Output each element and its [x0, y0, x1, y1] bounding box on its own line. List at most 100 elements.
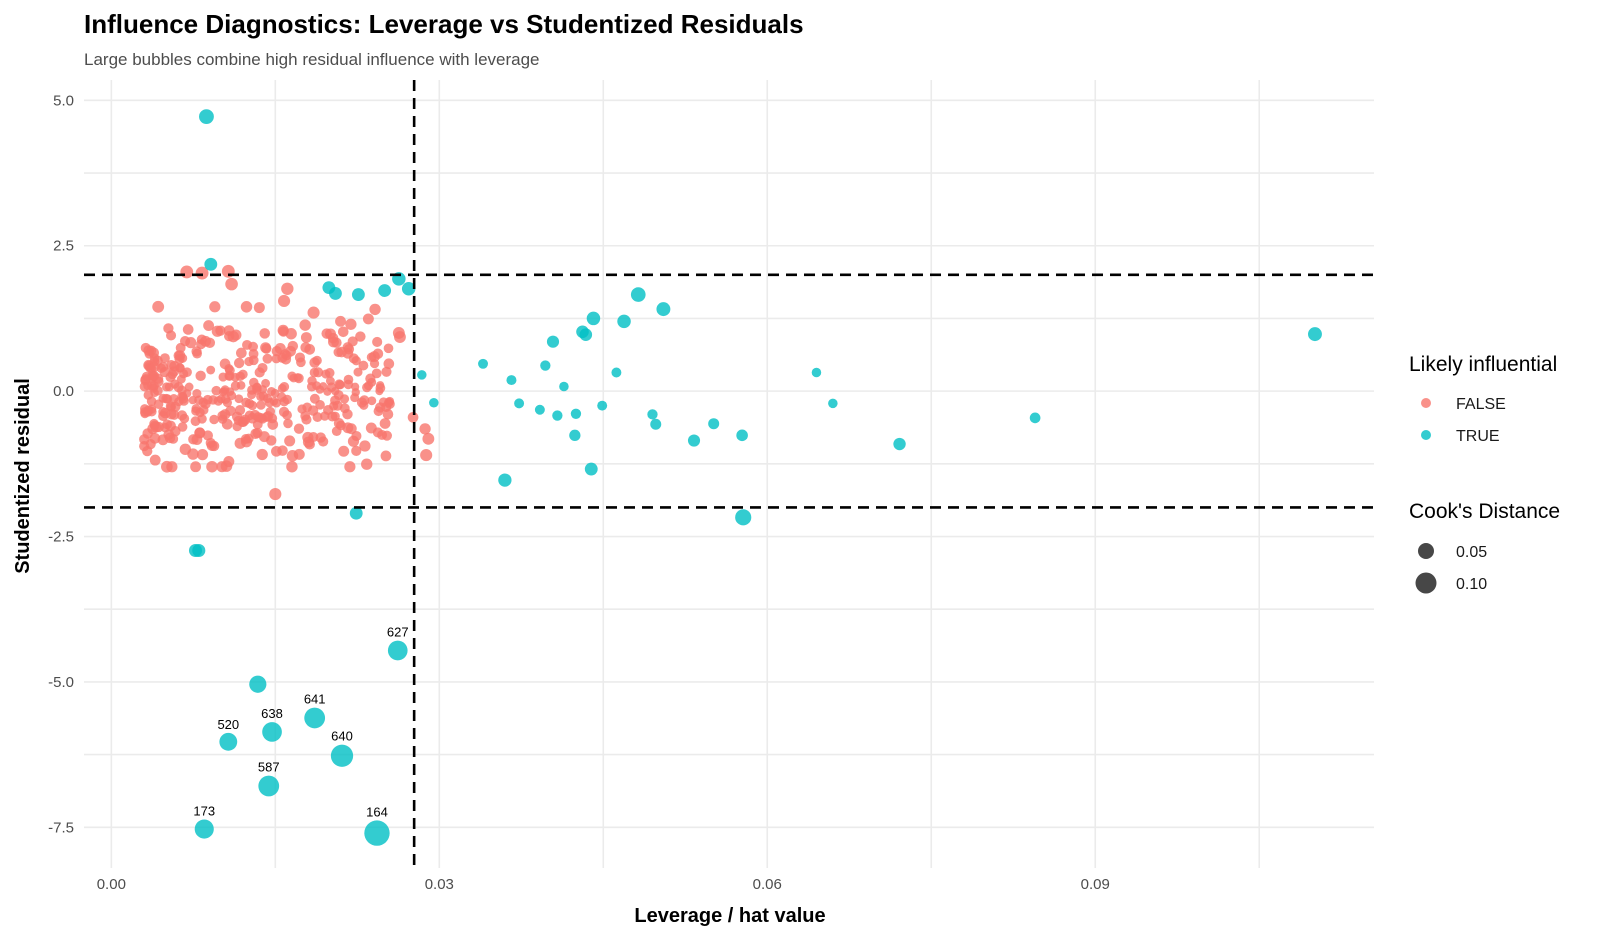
data-point-false — [149, 353, 160, 363]
data-point-true — [579, 328, 593, 342]
data-point-false — [225, 277, 238, 291]
data-point-false — [367, 396, 377, 406]
data-point-false — [225, 371, 234, 381]
data-point-false — [356, 397, 368, 408]
legend-size-title: Cook's Distance — [1409, 500, 1560, 523]
data-point-false — [191, 406, 201, 416]
data-point-false — [300, 332, 312, 343]
data-point-false — [293, 448, 305, 460]
data-point-true — [534, 404, 545, 415]
data-point-false — [195, 266, 209, 280]
data-point-false — [331, 426, 342, 437]
data-point-false — [230, 329, 242, 341]
data-point-false — [407, 411, 419, 423]
data-point-false — [253, 302, 265, 314]
data-point-false — [203, 320, 215, 331]
data-point-false — [165, 420, 176, 432]
data-point-false — [330, 411, 340, 421]
data-point-false — [157, 434, 169, 446]
data-point-false — [278, 406, 290, 417]
y-tick-label: -5.0 — [48, 674, 74, 691]
y-axis-title: Studentized residual — [12, 378, 34, 574]
legend-color-title: Likely influential — [1409, 353, 1557, 376]
legend-key-false — [1421, 398, 1431, 408]
data-point-false — [179, 443, 192, 456]
point-label: 587 — [258, 760, 280, 775]
point-label: 638 — [261, 706, 283, 721]
data-point-false — [166, 461, 178, 473]
data-point-false — [196, 449, 209, 461]
data-point-false — [146, 345, 157, 356]
data-point-false — [257, 362, 268, 374]
data-point-false — [166, 360, 177, 370]
data-point-false — [149, 432, 161, 444]
data-point-false — [235, 371, 245, 381]
data-point-true — [687, 434, 701, 447]
data-point-true — [262, 722, 282, 742]
x-axis-ticks: 0.00 0.03 0.06 0.09 — [97, 876, 1110, 893]
data-point-false — [225, 405, 236, 416]
reference-lines — [84, 80, 1374, 868]
data-point-true — [258, 775, 280, 797]
data-point-false — [211, 385, 222, 396]
data-point-false — [287, 371, 297, 381]
data-point-true — [330, 744, 354, 767]
data-point-false — [234, 437, 246, 449]
data-point-false — [337, 326, 349, 338]
data-point-true — [736, 429, 748, 442]
data-point-false — [174, 396, 184, 407]
data-point-true — [569, 429, 581, 441]
data-point-false — [309, 393, 320, 404]
data-point-false — [304, 344, 316, 355]
y-tick-label: 0.0 — [53, 383, 74, 400]
data-point-false — [219, 358, 231, 370]
data-point-false — [371, 368, 382, 379]
data-point-false — [165, 371, 176, 383]
data-point-true — [417, 370, 427, 380]
data-point-true — [194, 819, 214, 839]
data-point-false — [383, 343, 394, 354]
data-point-false — [264, 397, 275, 408]
data-point-false — [359, 440, 371, 452]
data-point-false — [375, 383, 386, 393]
data-point-false — [351, 356, 361, 366]
data-point-false — [173, 350, 184, 361]
data-point-false — [320, 411, 330, 421]
data-point-false — [192, 389, 202, 399]
data-point-false — [283, 418, 293, 429]
data-point-false — [362, 382, 372, 393]
data-point-true — [893, 437, 906, 451]
data-point-false — [161, 382, 171, 392]
data-point-true — [219, 732, 238, 751]
data-point-false — [372, 336, 383, 348]
data-point-false — [269, 488, 282, 501]
data-point-false — [200, 335, 212, 347]
legend-size-key-large — [1415, 572, 1437, 594]
data-point-false — [381, 430, 392, 441]
data-point-true — [378, 284, 392, 297]
data-point-true — [364, 820, 390, 846]
data-point-false — [176, 410, 188, 421]
data-point-false — [252, 427, 263, 439]
data-point-true — [401, 282, 416, 296]
data-point-false — [208, 395, 218, 405]
data-point-false — [206, 460, 218, 473]
data-point-false — [318, 436, 329, 447]
data-point-false — [180, 265, 194, 279]
data-point-false — [233, 357, 245, 369]
data-point-false — [160, 353, 170, 364]
data-point-false — [184, 382, 194, 392]
data-point-true — [498, 473, 512, 487]
data-point-false — [143, 407, 153, 417]
data-point-true — [586, 311, 601, 326]
data-point-false — [342, 342, 353, 353]
data-point-true — [1029, 412, 1041, 424]
data-point-false — [248, 341, 258, 352]
x-axis-title: Leverage / hat value — [634, 905, 825, 927]
data-point-false — [347, 435, 360, 447]
data-point-false — [200, 399, 211, 409]
data-point-false — [271, 353, 282, 364]
data-point-true — [199, 109, 214, 125]
data-point-false — [355, 331, 366, 342]
x-tick-label: 0.00 — [97, 876, 126, 893]
